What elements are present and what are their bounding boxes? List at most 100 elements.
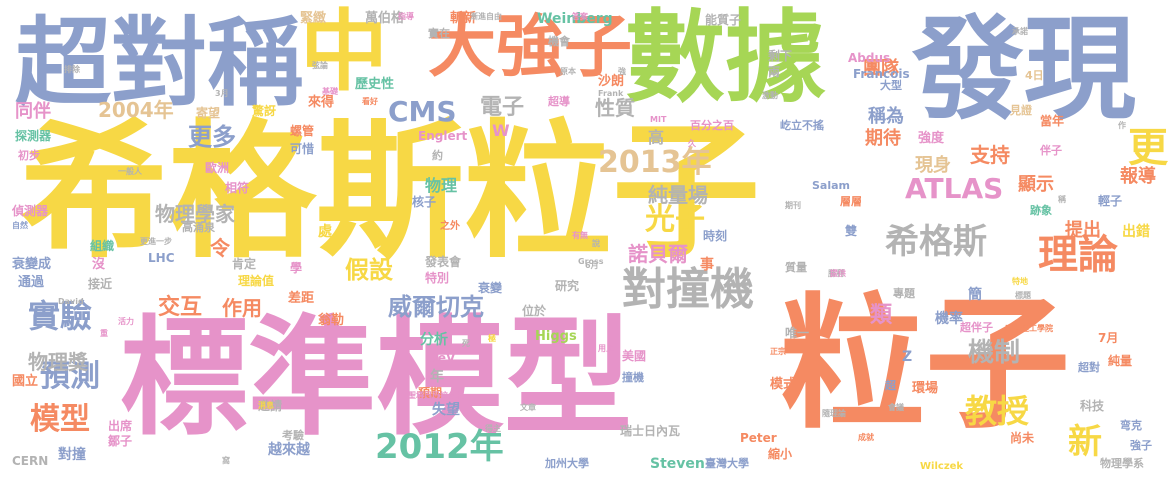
word: 用上 bbox=[598, 344, 614, 353]
word: 期刊 bbox=[785, 201, 801, 210]
word: 極 bbox=[488, 334, 496, 343]
word: 尚未 bbox=[1010, 431, 1035, 445]
word: 斬新 bbox=[450, 11, 477, 26]
word: 唯一 bbox=[785, 326, 810, 340]
word: 假設 bbox=[345, 256, 393, 284]
word: 排除 bbox=[64, 65, 80, 74]
word: 重 bbox=[100, 329, 108, 338]
word: 基礎 bbox=[322, 87, 338, 96]
word: 時刻 bbox=[703, 229, 728, 243]
word: Peter bbox=[740, 431, 777, 445]
word: 強子 bbox=[1130, 439, 1152, 452]
word: 剩下 bbox=[768, 49, 793, 63]
word: 縮小 bbox=[768, 447, 793, 461]
word: 純量場 bbox=[648, 183, 708, 207]
word: 勝利 bbox=[828, 269, 844, 278]
word: 偵測器 bbox=[12, 204, 49, 218]
word: 隨理論 bbox=[822, 409, 846, 418]
word: 初步 bbox=[18, 149, 40, 162]
word: 光子 bbox=[645, 202, 705, 237]
word: 差距 bbox=[288, 291, 315, 306]
word: 高涌泉 bbox=[182, 221, 215, 234]
word: 相符 bbox=[225, 181, 250, 195]
word: 大型 bbox=[880, 79, 902, 92]
word: 預期 bbox=[418, 386, 443, 400]
word: Gross bbox=[578, 257, 604, 266]
word: 自然 bbox=[12, 221, 28, 230]
word: 性質 bbox=[595, 96, 635, 120]
word: 翁勒 bbox=[318, 313, 345, 328]
word: Abdus bbox=[848, 51, 891, 65]
word: 之外 bbox=[440, 221, 460, 232]
word: 沒 bbox=[92, 257, 106, 272]
word: 標準模型 bbox=[120, 304, 633, 453]
word: Steven bbox=[650, 456, 705, 472]
word: 寄望 bbox=[196, 106, 221, 120]
word: 高 bbox=[648, 128, 665, 147]
word: 得主 bbox=[485, 424, 501, 433]
word: 螺管 bbox=[290, 124, 315, 138]
word: CERN bbox=[12, 454, 49, 468]
word: Frank bbox=[598, 89, 624, 98]
word: 超導 bbox=[548, 95, 570, 108]
word: 邀請 bbox=[258, 399, 283, 413]
word: 超 bbox=[885, 379, 896, 392]
word: 撞機 bbox=[622, 371, 644, 384]
word: 指導 bbox=[398, 12, 414, 21]
word: 電子 bbox=[480, 95, 525, 120]
word: 團隊 bbox=[863, 58, 899, 79]
word: 接近 bbox=[88, 277, 113, 291]
word: 層層 bbox=[840, 195, 862, 208]
word: 正宗 bbox=[770, 347, 786, 356]
word: 弦論 bbox=[312, 61, 328, 70]
word: 數據 bbox=[625, 0, 825, 116]
word: 歐洲 bbox=[205, 161, 230, 175]
word: 兩 bbox=[768, 65, 781, 79]
word: 3月 bbox=[215, 89, 229, 98]
word: 當年 bbox=[1040, 114, 1065, 128]
word: 中 bbox=[300, 0, 389, 103]
word: 跡象 bbox=[1030, 204, 1052, 217]
word: 特地 bbox=[1012, 277, 1028, 286]
word: 顯示 bbox=[1018, 174, 1054, 195]
word: ATLAS bbox=[905, 172, 1004, 205]
word: 機會 bbox=[548, 35, 570, 48]
word: 年 bbox=[430, 369, 444, 385]
word: 分析 bbox=[420, 332, 448, 348]
word: MIT bbox=[650, 115, 667, 124]
word: 約 bbox=[432, 149, 443, 162]
word: 純量 bbox=[1108, 354, 1133, 368]
word: 模式 bbox=[770, 377, 797, 392]
word: CMS bbox=[388, 95, 457, 128]
word: 理論值 bbox=[238, 274, 275, 288]
word: 大強子 bbox=[428, 8, 633, 87]
word: 瑞士日內瓦 bbox=[620, 424, 681, 438]
word: 提出 bbox=[1065, 220, 1101, 241]
word: 2013年 bbox=[598, 145, 712, 180]
word: 強度 bbox=[918, 131, 945, 146]
word: 超對稱 bbox=[15, 7, 303, 119]
word: 通過 bbox=[18, 275, 45, 290]
word: 失望 bbox=[432, 402, 460, 418]
word: 衰變成 bbox=[12, 257, 52, 272]
word: 肯定 bbox=[232, 257, 257, 271]
word: 粒子 bbox=[780, 280, 1070, 449]
word: 緊緻 bbox=[300, 11, 327, 26]
word: 實驗 bbox=[28, 297, 93, 335]
word: 激動 bbox=[762, 91, 778, 100]
word: 萬伯格 bbox=[365, 11, 405, 26]
word: 更進一步 bbox=[140, 237, 172, 246]
word: 超對 bbox=[1078, 361, 1100, 374]
word: 新 bbox=[1068, 422, 1102, 462]
word: 弯克 bbox=[1120, 419, 1142, 432]
word: 越來越 bbox=[268, 442, 310, 458]
word: 探測器 bbox=[15, 129, 52, 143]
word: 希格斯 bbox=[885, 222, 987, 262]
word: 對撞機 bbox=[622, 264, 754, 315]
word: 鄒子 bbox=[108, 434, 133, 448]
word: 窩 bbox=[222, 456, 230, 465]
word: 機制 bbox=[968, 338, 1021, 368]
word: 考驗 bbox=[282, 429, 304, 442]
word: 7月 bbox=[1098, 331, 1119, 345]
